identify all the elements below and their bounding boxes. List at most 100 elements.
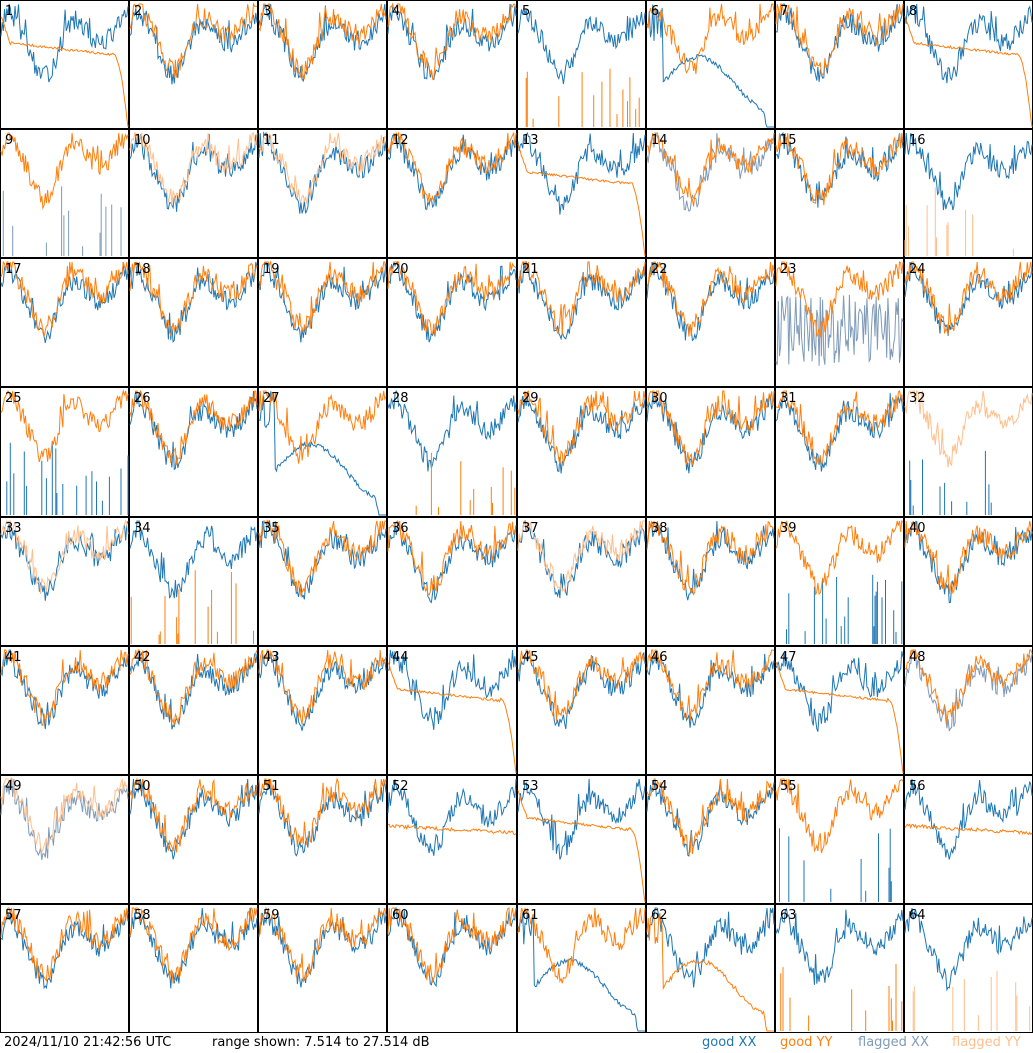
series-xx <box>909 450 992 515</box>
panel-label: 45 <box>522 650 539 665</box>
series-yy <box>646 649 775 721</box>
panel-label: 35 <box>263 521 280 536</box>
series-yy <box>0 519 129 594</box>
panel-label: 9 <box>5 133 13 148</box>
series-xx <box>904 520 1033 604</box>
panel-31: 31 <box>775 387 904 517</box>
series-xx <box>775 651 904 732</box>
panel-label: 49 <box>5 779 22 794</box>
panel-border <box>258 129 387 258</box>
panel-64: 64 <box>904 904 1033 1033</box>
panel-16: 16 <box>904 129 1033 258</box>
panel-border <box>646 517 775 646</box>
panel-6: 6 <box>646 0 775 129</box>
panel-border <box>0 646 129 775</box>
panel-label: 27 <box>263 391 280 406</box>
series-xx <box>517 912 645 1032</box>
panel-label: 54 <box>651 779 668 794</box>
series-yy <box>646 3 775 75</box>
panel-border <box>0 904 129 1033</box>
series-xx <box>646 520 775 601</box>
panel-border <box>517 0 646 129</box>
series-xx <box>258 907 387 988</box>
series-yy <box>387 261 517 336</box>
panel-border <box>904 775 1033 904</box>
panel-border <box>904 387 1033 517</box>
series-yy <box>904 520 1033 595</box>
series-yy <box>258 649 387 725</box>
series-xx <box>904 132 1033 211</box>
series-yy <box>904 261 1033 335</box>
series-yy <box>387 907 517 983</box>
series-yy <box>904 649 1033 724</box>
panel-7: 7 <box>775 0 904 129</box>
panel-label: 51 <box>263 779 280 794</box>
series-yy <box>775 132 904 206</box>
panel-label: 26 <box>134 391 151 406</box>
panel-label: 6 <box>651 4 659 19</box>
panel-11: 11 <box>258 129 387 258</box>
panel-border <box>775 775 904 904</box>
series-xx <box>6 442 129 515</box>
panel-28: 28 <box>387 387 517 517</box>
panel-label: 2 <box>134 4 142 19</box>
panel-label: 14 <box>651 133 668 148</box>
panel-border <box>904 129 1033 258</box>
panel-30: 30 <box>646 387 775 517</box>
panel-border <box>129 129 258 258</box>
panel-label: 47 <box>780 650 797 665</box>
series-yy <box>387 662 517 774</box>
series-yy <box>0 389 129 463</box>
series-yy <box>646 132 775 207</box>
panel-border <box>775 0 904 129</box>
panel-47: 47 <box>775 646 904 775</box>
panel-label: 55 <box>780 779 797 794</box>
panel-border <box>646 129 775 258</box>
series-xx <box>0 3 129 83</box>
panel-border <box>646 0 775 129</box>
series-yy <box>387 131 517 204</box>
panel-border <box>517 904 646 1033</box>
panel-label: 28 <box>392 391 409 406</box>
panel-25: 25 <box>0 387 129 517</box>
legend-good-yy: good YY <box>780 1035 833 1050</box>
panel-border <box>387 0 517 129</box>
series-xx <box>129 520 258 599</box>
series-yy <box>0 16 129 128</box>
panel-border <box>517 517 646 646</box>
panel-41: 41 <box>0 646 129 775</box>
panel-border <box>258 0 387 129</box>
series-yy <box>517 390 646 467</box>
series-xx <box>517 7 646 85</box>
panel-border <box>775 646 904 775</box>
series-xx <box>0 777 129 860</box>
panel-border <box>0 129 129 258</box>
panel-border <box>387 775 517 904</box>
panel-border <box>129 904 258 1033</box>
series-xx <box>646 4 774 128</box>
panel-52: 52 <box>387 775 517 904</box>
panel-border <box>387 517 517 646</box>
panel-border <box>646 904 775 1033</box>
series-xx <box>517 651 646 730</box>
series-xx <box>258 519 387 600</box>
panel-label: 44 <box>392 650 409 665</box>
series-yy <box>129 389 258 466</box>
panel-62: 62 <box>646 904 775 1033</box>
series-yy <box>775 261 904 338</box>
panel-border <box>517 258 646 387</box>
series-yy <box>258 3 387 80</box>
panel-label: 48 <box>909 650 926 665</box>
panel-label: 32 <box>909 391 926 406</box>
series-xx <box>258 3 387 83</box>
panel-26: 26 <box>129 387 258 517</box>
series-yy <box>258 520 387 598</box>
series-yy <box>646 261 775 337</box>
series-xx <box>258 391 386 516</box>
panel-border <box>775 904 904 1033</box>
series-xx <box>0 520 129 601</box>
panel-border <box>258 517 387 646</box>
panel-17: 17 <box>0 258 129 387</box>
panel-label: 38 <box>651 521 668 536</box>
panel-label: 21 <box>522 262 539 277</box>
